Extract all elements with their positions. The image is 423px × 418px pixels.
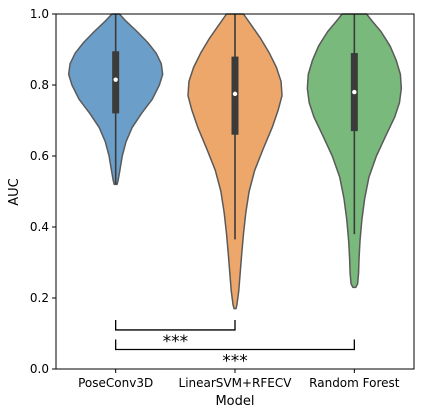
y-tick-label: 0.6 [30,149,49,163]
x-tick-label: Random Forest [309,376,400,390]
y-axis-title: AUC [7,178,22,206]
x-axis-title: Model [215,394,254,409]
y-tick-label: 0.0 [30,362,49,376]
axes-layer: 0.0 0.2 0.4 0.6 0.8 1.0 PoseConv3D LinearSVM+RF… [30,7,415,390]
y-tick-label: 0.8 [30,78,49,92]
y-tick-label: 1.0 [30,7,49,21]
x-tick-label: LinearSVM+RFECV [179,376,293,390]
median-point-linearsvm-rfecv [232,91,238,97]
x-tick-label: PoseConv3D [78,376,153,390]
iqr-box-poseconv3d [112,51,120,114]
violin-layer [67,13,403,310]
y-tick-label: 0.4 [30,220,49,234]
significance-bracket [115,339,355,351]
y-tick-label: 0.2 [30,291,49,305]
significance-layer: *** *** [115,319,355,371]
median-point-poseconv3d [113,77,118,82]
significance-bracket [115,319,236,331]
significance-label: *** [163,332,189,352]
median-point-random-forest [352,89,357,95]
significance-label: *** [222,351,248,371]
